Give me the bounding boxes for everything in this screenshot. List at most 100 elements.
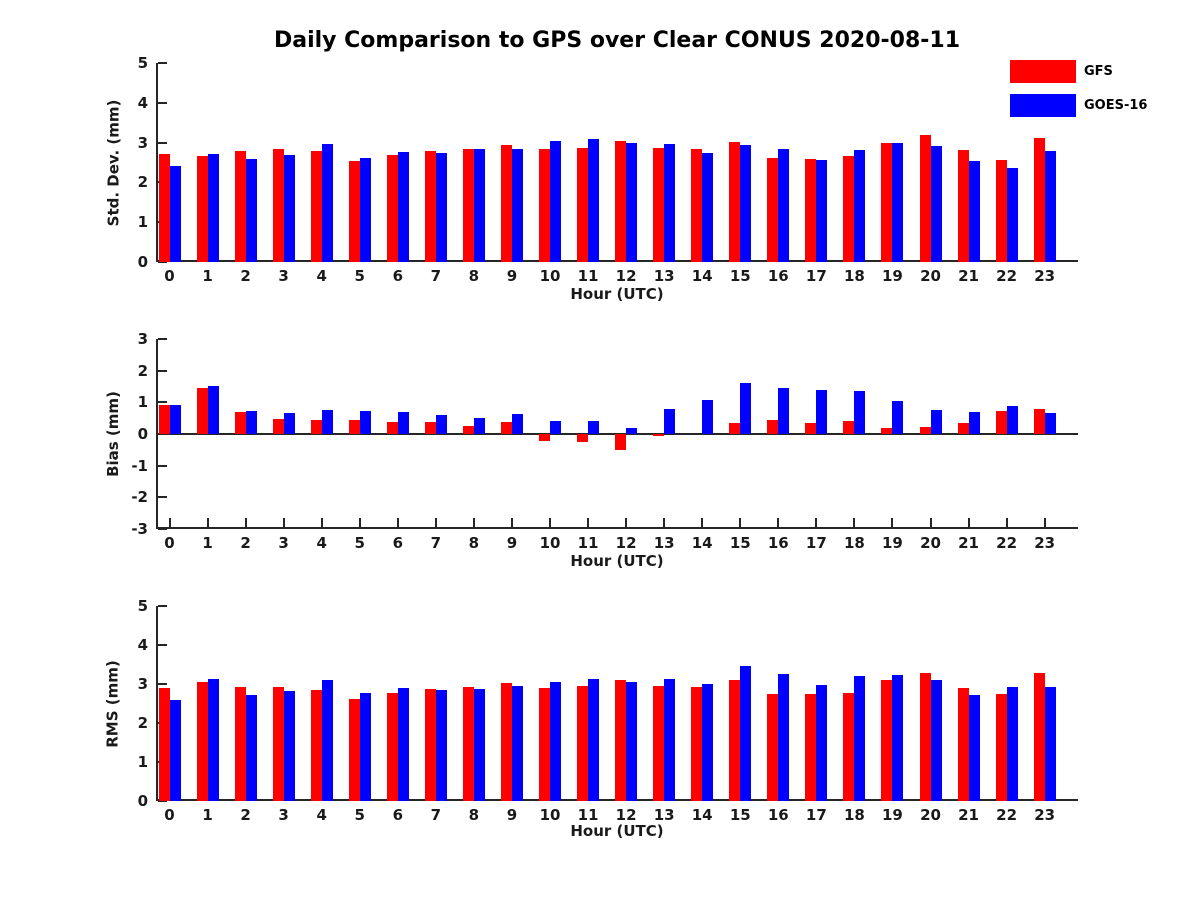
- x-tick-label: 14: [691, 806, 713, 824]
- bar-gfs-hour-7: [424, 150, 436, 262]
- y-tick-label: 3: [137, 330, 148, 348]
- bar-goes-16-hour-2: [245, 694, 257, 801]
- x-tick-label: 12: [615, 806, 637, 824]
- bar-gfs-hour-4: [310, 151, 322, 262]
- bar-gfs-hour-12: [615, 434, 627, 450]
- bar-gfs-hour-14: [691, 149, 703, 262]
- x-tick-label: 16: [767, 267, 789, 285]
- x-tick-mark: [625, 518, 628, 527]
- bar-goes-16-hour-9: [511, 686, 523, 801]
- bar-gfs-hour-13: [653, 148, 665, 262]
- bar-gfs-hour-13: [653, 685, 665, 801]
- bar-goes-16-hour-8: [473, 149, 485, 262]
- x-tick-mark: [587, 518, 590, 527]
- bar-gfs-hour-11: [577, 147, 589, 262]
- bar-goes-16-hour-2: [245, 410, 257, 434]
- x-axis-label-stddev: Hour (UTC): [570, 285, 664, 303]
- x-tick-mark: [777, 518, 780, 527]
- x-tick-label: 12: [615, 534, 637, 552]
- x-tick-label: 21: [958, 806, 979, 824]
- bar-gfs-hour-13: [653, 434, 665, 436]
- y-tick-label: 5: [137, 597, 148, 615]
- x-tick-label: 3: [278, 267, 289, 285]
- x-tick-label: 12: [615, 267, 637, 285]
- x-tick-label: 8: [468, 267, 480, 285]
- y-tick-mark: [158, 528, 167, 530]
- y-tick-mark: [158, 141, 167, 144]
- bar-goes-16-hour-20: [930, 680, 942, 801]
- bar-goes-16-hour-18: [854, 676, 866, 801]
- x-tick-mark: [549, 518, 551, 527]
- x-tick-label: 18: [843, 534, 865, 552]
- bar-goes-16-hour-23: [1044, 412, 1056, 434]
- x-tick-label: 22: [996, 806, 1018, 824]
- bar-goes-16-hour-20: [930, 145, 942, 262]
- bar-gfs-hour-1: [196, 681, 208, 801]
- bar-gfs-hour-3: [272, 419, 284, 434]
- y-tick-label: -2: [131, 488, 148, 507]
- bar-gfs-hour-10: [539, 687, 550, 801]
- bar-gfs-hour-2: [234, 686, 246, 801]
- bar-gfs-hour-19: [881, 680, 893, 801]
- bar-goes-16-hour-23: [1044, 686, 1056, 801]
- x-tick-mark: [510, 518, 513, 527]
- bar-goes-16-hour-19: [892, 400, 904, 434]
- x-tick-label: 0: [164, 267, 175, 285]
- bar-goes-16-hour-16: [778, 673, 790, 801]
- y-tick-label: 1: [137, 393, 148, 412]
- bar-gfs-hour-9: [500, 421, 512, 434]
- bar-goes-16-hour-13: [664, 409, 676, 434]
- bar-goes-16-hour-3: [283, 155, 295, 262]
- legend-label-gfs: GFS: [1084, 64, 1113, 79]
- bar-goes-16-hour-11: [588, 139, 600, 262]
- bar-goes-16-hour-10: [550, 421, 561, 434]
- bar-gfs-hour-20: [919, 672, 931, 801]
- x-tick-label: 2: [240, 806, 251, 824]
- bar-gfs-hour-11: [577, 686, 589, 801]
- bar-gfs-hour-15: [729, 680, 741, 801]
- y-tick-label: 4: [137, 93, 148, 112]
- bar-gfs-hour-6: [386, 154, 398, 262]
- x-tick-label: 23: [1034, 534, 1056, 552]
- bar-gfs-hour-10: [539, 434, 550, 442]
- bar-goes-16-hour-4: [321, 409, 333, 434]
- bar-gfs-hour-6: [386, 692, 398, 801]
- bar-goes-16-hour-15: [740, 145, 752, 262]
- y-tick-label: -1: [131, 456, 148, 475]
- bar-gfs-hour-19: [881, 428, 893, 434]
- x-tick-mark: [853, 518, 856, 527]
- x-tick-label: 23: [1034, 806, 1056, 824]
- bar-goes-16-hour-12: [626, 682, 638, 801]
- bar-goes-16-hour-22: [1006, 686, 1018, 801]
- bar-gfs-hour-2: [234, 150, 246, 262]
- y-tick-label: 5: [137, 54, 148, 72]
- bar-gfs-hour-4: [310, 689, 322, 801]
- bar-goes-16-hour-10: [550, 681, 561, 801]
- plot-area-rms: 0 1 2 3 4 5 0 1 2 3 4 5 6 7 8 9 10 11 12 13 14 15 16 17 18 19 20 21…: [138, 597, 1078, 824]
- bar-goes-16-hour-10: [550, 141, 561, 262]
- x-tick-label: 11: [577, 267, 599, 285]
- x-tick-label: 13: [653, 534, 675, 552]
- bar-gfs-hour-23: [1033, 409, 1045, 434]
- bar-gfs-hour-3: [272, 686, 284, 801]
- bar-goes-16-hour-18: [854, 390, 866, 434]
- x-tick-label: 11: [577, 806, 599, 824]
- bar-gfs-hour-17: [805, 694, 817, 801]
- x-tick-label: 22: [996, 534, 1018, 552]
- x-tick-mark: [358, 518, 361, 527]
- x-tick-label: 19: [882, 806, 903, 824]
- x-tick-label: 15: [729, 267, 751, 285]
- bar-gfs-hour-20: [919, 426, 931, 434]
- y-tick-label: 3: [137, 675, 148, 693]
- bar-gfs-hour-17: [805, 422, 817, 434]
- x-tick-label: 7: [430, 806, 442, 824]
- bar-goes-16-hour-4: [321, 143, 333, 262]
- bar-gfs-hour-15: [729, 141, 741, 262]
- y-tick-label: 3: [137, 133, 148, 152]
- bar-goes-16-hour-7: [435, 152, 447, 262]
- x-tick-label: 17: [805, 267, 827, 285]
- y-tick-label: 0: [137, 792, 148, 810]
- y-tick-mark: [158, 369, 167, 372]
- x-tick-label: 2: [240, 534, 251, 552]
- x-tick-label: 11: [577, 534, 599, 552]
